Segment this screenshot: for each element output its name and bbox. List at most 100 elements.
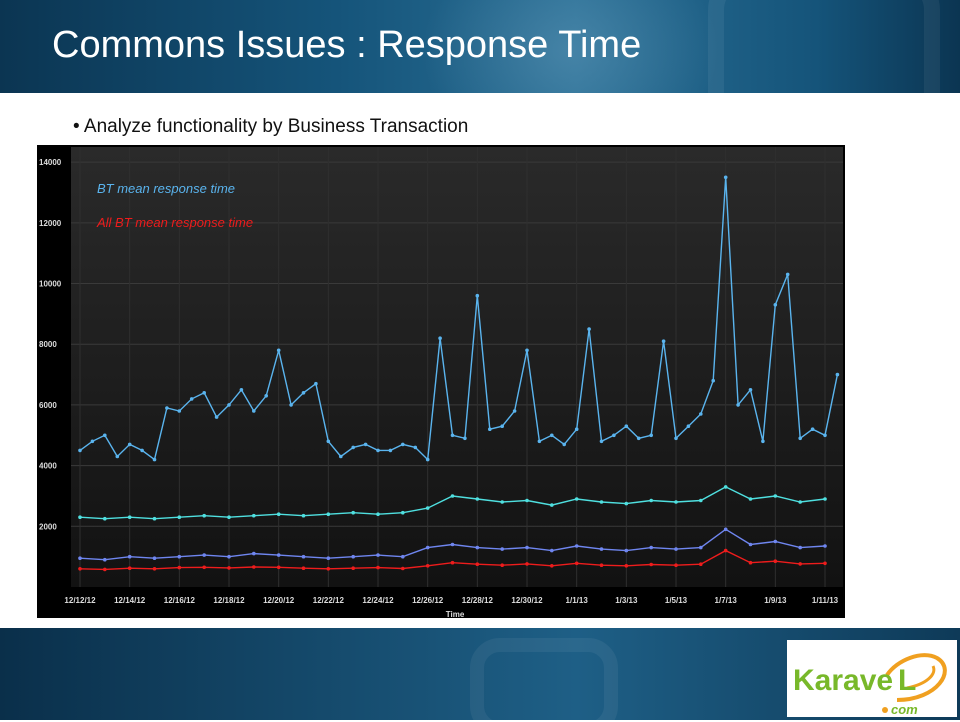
series-point (488, 427, 492, 432)
series-point (252, 409, 256, 413)
series-point (723, 527, 728, 532)
series-point (574, 497, 579, 501)
series-point (612, 433, 616, 438)
x-tick-label: 12/14/12 (114, 596, 146, 605)
karavel-logo-graphic: Karave L com (793, 653, 947, 717)
series-point (550, 433, 554, 438)
series-line (79, 177, 839, 462)
series-point (674, 563, 678, 567)
x-tick-label: 1/7/13 (715, 596, 738, 605)
series-point (649, 545, 653, 550)
series-point (276, 553, 281, 557)
series-point (425, 564, 430, 568)
series-point (699, 498, 703, 503)
series-point (500, 500, 505, 504)
series-point (823, 561, 827, 566)
x-tick-label: 12/16/12 (164, 596, 196, 605)
series-point (78, 515, 82, 519)
series-point (661, 339, 666, 343)
series-point (773, 303, 778, 307)
series-point (351, 554, 356, 559)
series-point (202, 565, 206, 570)
series-point (189, 397, 194, 401)
series-point (810, 427, 815, 432)
series-point (500, 563, 505, 567)
series-point (723, 548, 728, 553)
y-tick-label: 14000 (39, 158, 62, 167)
series-point (202, 553, 206, 557)
slide-title: Commons Issues : Response Time (52, 24, 642, 66)
series-point (574, 561, 579, 566)
x-tick-label: 12/24/12 (362, 596, 394, 605)
series-point (276, 565, 281, 570)
series-point (227, 566, 231, 570)
series-group (78, 175, 840, 572)
series-point (140, 448, 144, 453)
series-point (599, 563, 604, 567)
series-point (363, 442, 368, 447)
series-point (798, 436, 802, 441)
series-point (152, 556, 157, 560)
series-point (326, 512, 331, 516)
series-point (748, 560, 753, 565)
series-point (214, 415, 219, 419)
series-point (425, 506, 430, 510)
series-point (376, 448, 380, 453)
series-point (636, 436, 641, 441)
series-point (674, 436, 678, 441)
series-point (425, 545, 430, 550)
series-point (574, 544, 579, 548)
x-axis-label: Time (446, 610, 465, 618)
series-point (798, 500, 802, 504)
series-point (252, 551, 256, 556)
series-point (649, 433, 653, 438)
series-point (624, 424, 629, 429)
series-point (748, 542, 753, 547)
series-point (78, 556, 82, 560)
series-point (177, 565, 182, 570)
series-point (450, 494, 455, 498)
svg-text:Karave: Karave (793, 664, 893, 697)
series-point (773, 559, 778, 563)
x-tick-label: 12/20/12 (263, 596, 295, 605)
series-point (674, 547, 678, 551)
series-point (376, 565, 380, 570)
series-point (562, 442, 566, 447)
series-point (239, 388, 244, 392)
series-point (326, 556, 331, 560)
series-point (624, 501, 629, 506)
series-point (624, 564, 629, 568)
series-point (276, 512, 281, 516)
series-point (475, 293, 480, 298)
series-point (699, 562, 703, 566)
series-point (773, 494, 778, 498)
series-point (202, 391, 206, 395)
svg-text:com: com (891, 702, 918, 717)
series-point (413, 445, 418, 450)
series-point (599, 500, 604, 504)
y-tick-label: 6000 (39, 401, 57, 410)
x-tick-label: 12/26/12 (412, 596, 444, 605)
series-point (823, 497, 827, 501)
series-point (103, 557, 107, 562)
series-point (450, 560, 455, 565)
series-point (736, 403, 740, 407)
series-point (748, 388, 753, 392)
series-point (376, 553, 380, 557)
series-point (388, 448, 393, 453)
series-point (351, 510, 356, 515)
series-point (127, 554, 132, 559)
x-tick-label: 12/18/12 (213, 596, 245, 605)
series-point (227, 515, 231, 519)
series-point (723, 485, 728, 489)
series-point (475, 497, 480, 501)
series-point (798, 545, 802, 550)
series-point (624, 548, 629, 553)
series-point (301, 513, 306, 518)
series-point (127, 515, 132, 519)
series-point (127, 442, 132, 447)
series-point (475, 562, 480, 566)
series-point (823, 544, 827, 548)
series-point (301, 566, 306, 570)
series-point (550, 548, 554, 553)
